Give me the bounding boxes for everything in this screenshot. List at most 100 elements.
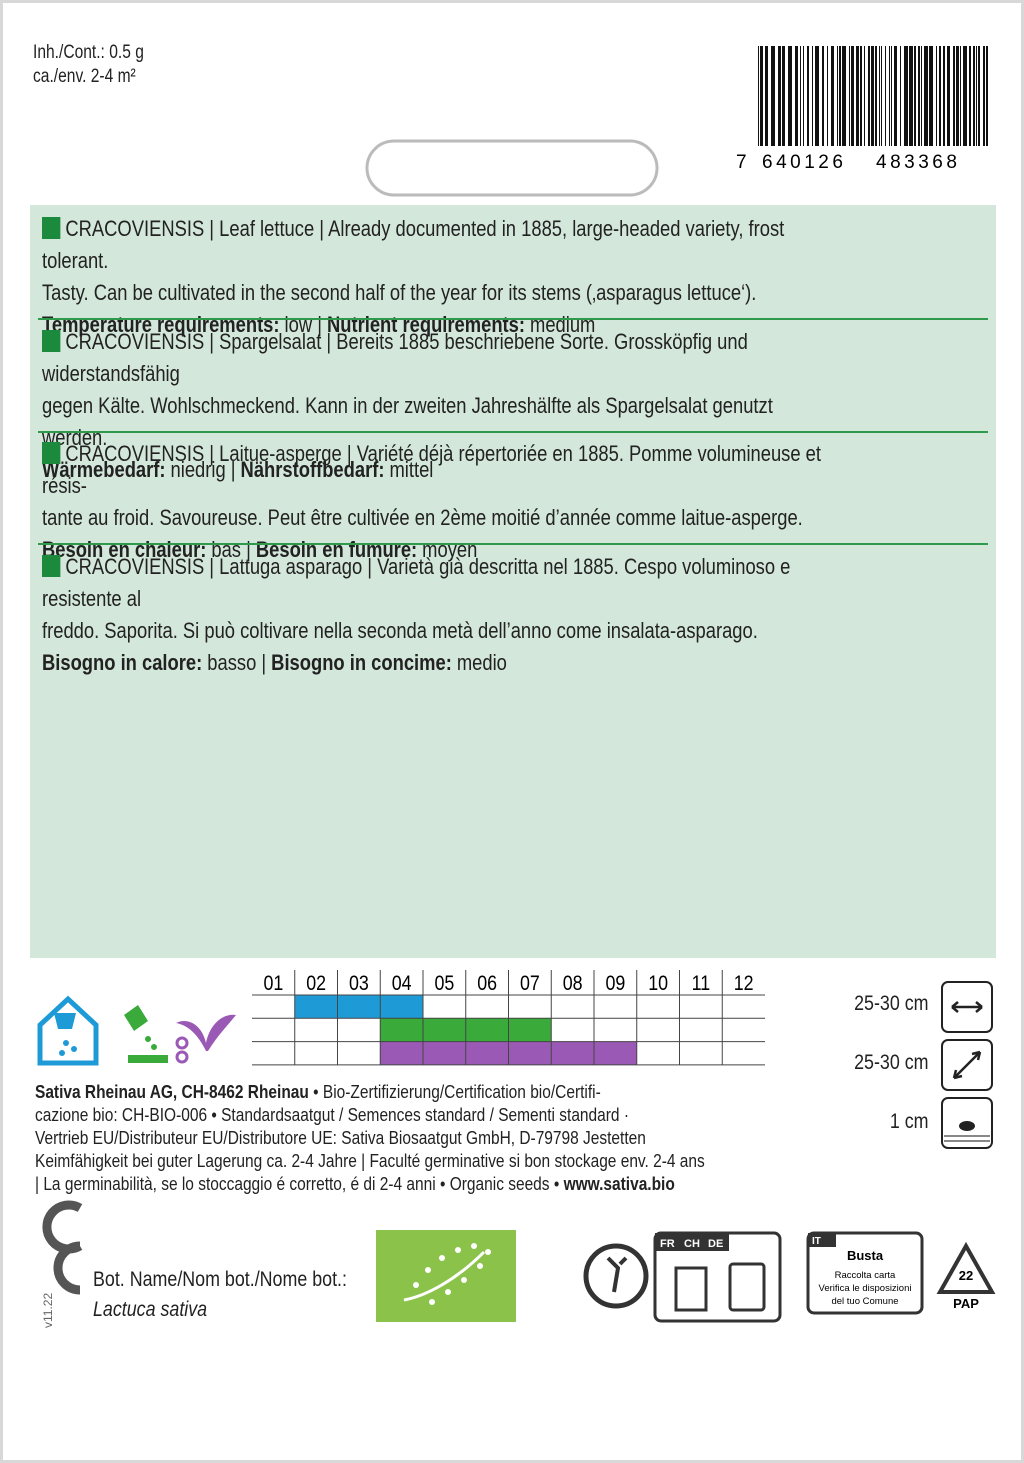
- requirements: Besoin en chaleur: bas | Besoin en fumure:…: [42, 534, 839, 566]
- eu-organic-logo: [376, 1230, 516, 1322]
- description-text: CRACOVIENSIS | Laitue-asperge | Variété …: [42, 441, 822, 498]
- footer-line: cazione bio: CH-BIO-006 • Standardsaatgu…: [35, 1105, 629, 1125]
- description-panel: CRACOVIENSIS | Leaf lettuce | Already do…: [30, 205, 996, 958]
- requirement-value: basso |: [207, 649, 267, 675]
- requirement-label: Besoin en fumure:: [255, 537, 418, 562]
- requirement-label: Bisogno in concime:: [271, 649, 452, 675]
- company: Sativa Rheinau AG, CH-8462 Rheinau: [35, 1082, 309, 1102]
- divider: [38, 318, 988, 320]
- barcode-bar: [760, 46, 763, 146]
- country-code: FR: [660, 1238, 675, 1250]
- divider: [38, 430, 988, 433]
- website: www.sativa.bio: [563, 1174, 675, 1194]
- requirement-label: Besoin en chaleur:: [42, 537, 207, 562]
- botanical-name: Lactuca sativa: [93, 1298, 208, 1321]
- month-label: 11: [692, 972, 711, 996]
- requirements: Temperature requirements: low | Nutrient r…: [42, 309, 839, 341]
- footer-text: • Bio-Zertifizierung/Certification bio/C…: [308, 1082, 601, 1102]
- bullet: [42, 442, 61, 464]
- barcode-bar: [969, 46, 971, 146]
- barcode-bar: [856, 46, 859, 146]
- barcode-bar: [894, 46, 897, 146]
- barcode-bar: [891, 46, 892, 146]
- requirement-label: Nährstoffbedarf:: [240, 456, 385, 482]
- month-label: 04: [392, 972, 412, 996]
- month-label: 08: [563, 972, 583, 996]
- barcode-bar: [881, 46, 882, 146]
- recycling-info: FR CH DE IT Busta Raccolta carta Verifica le d…: [583, 1231, 996, 1323]
- footer-line: | La germinabilità, se lo stoccaggio é c…: [35, 1173, 675, 1196]
- description-line: Tasty. Can be cultivated in the second h…: [42, 277, 839, 309]
- requirement-label: Temperature requirements:: [42, 312, 280, 337]
- barcode-bar: [771, 46, 775, 146]
- barcode-bar: [924, 46, 928, 146]
- recycling-code: 22: [959, 1268, 973, 1283]
- barcode-bar: [864, 46, 865, 146]
- description-text: Tasty. Can be cultivated in the second h…: [42, 280, 757, 305]
- barcode-bar: [812, 46, 813, 146]
- barcode-bar: [978, 46, 980, 146]
- description-text: CRACOVIENSIS | Spargelsalat | Bereits 18…: [42, 328, 748, 386]
- requirement-value: niedrig |: [170, 456, 236, 482]
- spacing-value: 25-30 cm: [854, 1051, 929, 1074]
- requirement-label: Bisogno in calore:: [42, 649, 203, 675]
- barcode-bar: [956, 46, 959, 146]
- barcode-bar: [953, 46, 955, 146]
- requirements: Wärmebedarf: niedrig | Nährstoffbedarf: mit…: [42, 454, 839, 486]
- month-label: 05: [434, 972, 454, 996]
- barcode-bar: [758, 46, 759, 146]
- barcode-bar: [765, 46, 768, 146]
- barcode-bar: [885, 46, 886, 146]
- calendar-icons: [37, 995, 236, 1066]
- country-code: CH: [684, 1238, 700, 1250]
- barcode-bar: [822, 46, 824, 146]
- barcode-bar: [914, 46, 916, 146]
- requirement-label: Wärmebedarf:: [42, 456, 166, 482]
- description-text: freddo. Saporita. Si può coltivare nella…: [42, 617, 758, 643]
- requirements: Bisogno in calore: basso | Bisogno in conc…: [42, 647, 839, 679]
- requirement-value: moyen: [422, 537, 478, 562]
- barcode-bar: [900, 46, 901, 146]
- bullet: [42, 329, 61, 352]
- month-label: 02: [306, 972, 326, 996]
- barcode-bar: [921, 46, 922, 146]
- footer-line: Vertrieb EU/Distributeur EU/Distributore…: [35, 1128, 646, 1148]
- requirement-value: mittel: [389, 456, 434, 482]
- growing-calendar: 01 02 03 04 05 06 07 08 09 10 11 12: [252, 970, 765, 1066]
- description-text: gegen Kälte. Wohlschmeckend. Kann in der…: [42, 392, 773, 450]
- spacing-value: 1 cm: [890, 1110, 929, 1133]
- busta-text: del tuo Comune: [831, 1296, 898, 1307]
- barcode: 7 640126 483368: [736, 46, 988, 173]
- requirement-value: medium: [530, 312, 596, 337]
- barcode-bar: [973, 46, 975, 146]
- description: CRACOVIENSIS | Spargelsalat | Bereits 18…: [42, 326, 839, 486]
- barcode-bar: [800, 46, 801, 146]
- barcode-bar: [947, 46, 950, 146]
- barcode-digit: 483368: [876, 152, 960, 173]
- barcode-bar: [943, 46, 945, 146]
- barcode-bar: [827, 46, 828, 146]
- barcode-bar: [983, 46, 985, 146]
- description-text: tante au froid. Savoureuse. Peut être cu…: [42, 505, 803, 530]
- barcode-bar: [788, 46, 792, 146]
- barcode-bar: [960, 46, 961, 146]
- month-label: 09: [605, 972, 625, 996]
- month-label: 03: [349, 972, 369, 996]
- calendar-bar: [294, 995, 423, 1019]
- barcode-bar: [860, 46, 862, 146]
- description-line: CRACOVIENSIS | Leaf lettuce | Already do…: [42, 213, 839, 277]
- country-code: IT: [812, 1236, 821, 1247]
- barcode-digit: 640126: [762, 152, 846, 173]
- month-label: 06: [477, 972, 497, 996]
- barcode-bar: [837, 46, 838, 146]
- month-label: 07: [520, 972, 540, 996]
- barcode-bar: [782, 46, 785, 146]
- barcode-bar: [851, 46, 854, 146]
- description-line: gegen Kälte. Wohlschmeckend. Kann in der…: [42, 390, 839, 454]
- busta-text: Raccolta carta: [835, 1270, 896, 1281]
- barcode-bar: [842, 46, 846, 146]
- spacing-icons: [941, 981, 993, 1149]
- barcode-bar: [929, 46, 933, 146]
- botanical-label: Bot. Name/Nom bot./Nome bot.:: [93, 1268, 347, 1291]
